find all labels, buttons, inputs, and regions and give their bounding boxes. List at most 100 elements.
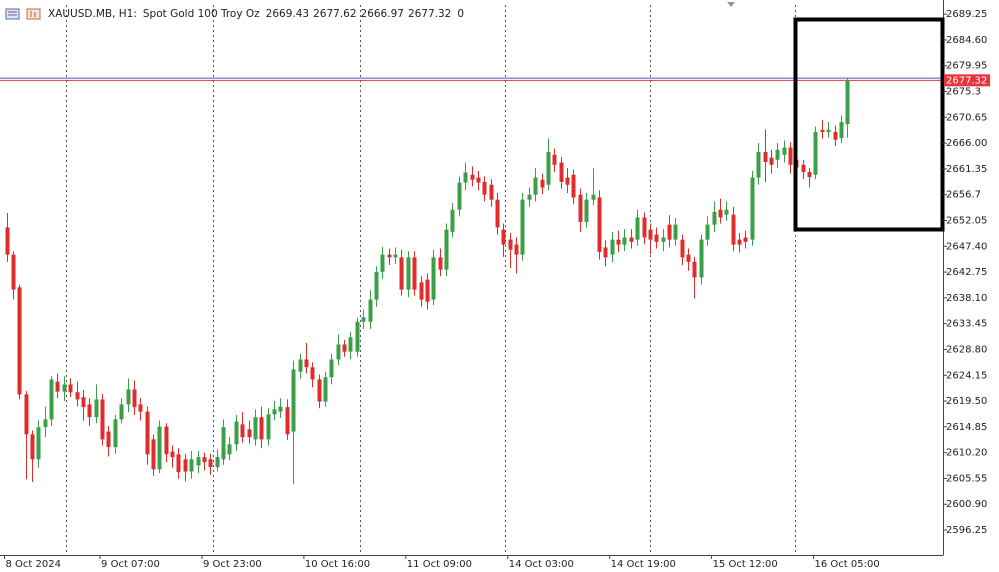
- candle-body: [571, 174, 576, 198]
- candle-body: [629, 237, 634, 242]
- candle-body: [151, 439, 156, 470]
- candle-body: [699, 239, 704, 278]
- candle-body: [508, 239, 513, 250]
- y-tick-label: 2628.80: [946, 344, 987, 355]
- candle-body: [94, 399, 99, 418]
- y-tick-label: 2642.75: [946, 267, 987, 278]
- candle-body: [11, 254, 16, 290]
- info-open: 2669.43: [266, 8, 309, 20]
- shift-marker: [727, 2, 735, 7]
- y-tick-label: 2624.15: [946, 370, 987, 381]
- candle-body: [457, 182, 462, 210]
- candle-body: [559, 162, 564, 182]
- highlight-box: [793, 17, 945, 232]
- y-tick-label: 2689.25: [946, 9, 987, 20]
- candle-body: [826, 129, 831, 133]
- candle-body: [298, 359, 303, 372]
- candle-body: [514, 244, 519, 255]
- candle-body: [820, 129, 825, 133]
- candle-body: [399, 257, 404, 290]
- candle-body: [622, 237, 627, 245]
- candle-body: [482, 181, 487, 195]
- candle-body: [36, 427, 41, 460]
- candle-body: [285, 407, 290, 435]
- info-close: 2677.32: [408, 8, 451, 20]
- candle-body: [387, 254, 392, 258]
- candle-body: [49, 379, 54, 420]
- candle-body: [845, 80, 850, 125]
- candle-body: [221, 427, 226, 460]
- bid-label: 2677.32: [946, 75, 987, 86]
- x-tick-label: 10 Oct 16:00: [305, 559, 370, 570]
- candle-body: [648, 229, 653, 240]
- candle-body: [807, 171, 812, 177]
- candle-body: [157, 426, 162, 470]
- candle-body: [546, 151, 551, 185]
- candle-body: [737, 239, 742, 245]
- y-tick-label: 2679.95: [946, 61, 987, 72]
- candle-body: [227, 444, 232, 455]
- candle-body: [610, 239, 615, 255]
- candle-body: [247, 429, 252, 438]
- candle-body: [686, 254, 691, 262]
- candle-body: [119, 404, 124, 420]
- candle-body: [183, 459, 188, 472]
- candle-body: [253, 417, 258, 440]
- candle-body: [712, 211, 717, 225]
- candle-body: [380, 254, 385, 272]
- candle-body: [425, 279, 430, 302]
- candle-body: [463, 172, 468, 183]
- y-tick-label: 2652.05: [946, 216, 987, 227]
- candle-body: [62, 384, 67, 392]
- candle-body: [100, 399, 105, 440]
- candle-body: [540, 179, 545, 188]
- y-tick-label: 2661.35: [946, 164, 987, 175]
- candle-body: [310, 367, 315, 380]
- candle-body: [489, 184, 494, 200]
- description: Spot Gold 100 Troy Oz: [143, 8, 260, 20]
- info-high: 2677.62: [313, 8, 356, 20]
- candle-body: [17, 287, 22, 395]
- candle-body: [329, 359, 334, 378]
- candle-body: [259, 417, 264, 440]
- candle-body: [272, 409, 277, 415]
- candle-body: [470, 174, 475, 180]
- candle-body: [361, 317, 366, 322]
- candle-body: [724, 209, 729, 215]
- candle-body: [406, 257, 411, 290]
- y-tick-label: 2619.50: [946, 396, 987, 407]
- candle-body: [419, 282, 424, 300]
- candle-body: [705, 224, 710, 240]
- x-tick-label: 14 Oct 19:00: [611, 559, 676, 570]
- candle-body: [234, 421, 239, 445]
- y-tick-label: 2600.90: [946, 499, 987, 510]
- candle-body: [145, 411, 150, 455]
- candle-body: [444, 229, 449, 270]
- candle-body: [756, 151, 761, 178]
- candle-body: [763, 151, 768, 162]
- bid-label-box: [944, 74, 990, 87]
- header-icons: [5, 8, 41, 20]
- candle-body: [450, 209, 455, 232]
- candle-body: [769, 157, 774, 165]
- x-tick-label: 9 Oct 23:00: [203, 559, 262, 570]
- candle-body: [323, 377, 328, 402]
- candle-body: [533, 177, 538, 195]
- x-tick-label: 8 Oct 2024: [6, 559, 61, 570]
- candle-body: [374, 271, 379, 300]
- icon: [5, 8, 20, 20]
- candle-body: [208, 459, 213, 468]
- info-low: 2666.97: [361, 8, 404, 20]
- y-tick-label: 2610.20: [946, 448, 987, 459]
- candle-body: [520, 199, 525, 255]
- candle-body: [126, 389, 131, 405]
- candle-body: [266, 414, 271, 440]
- info-volume: 0: [457, 8, 464, 20]
- plot: [0, 77, 943, 485]
- candle-body: [692, 261, 697, 278]
- y-tick-label: 2675.3: [946, 87, 981, 98]
- candle-body: [476, 177, 481, 183]
- candle-body: [673, 224, 678, 240]
- candle-body: [501, 229, 506, 245]
